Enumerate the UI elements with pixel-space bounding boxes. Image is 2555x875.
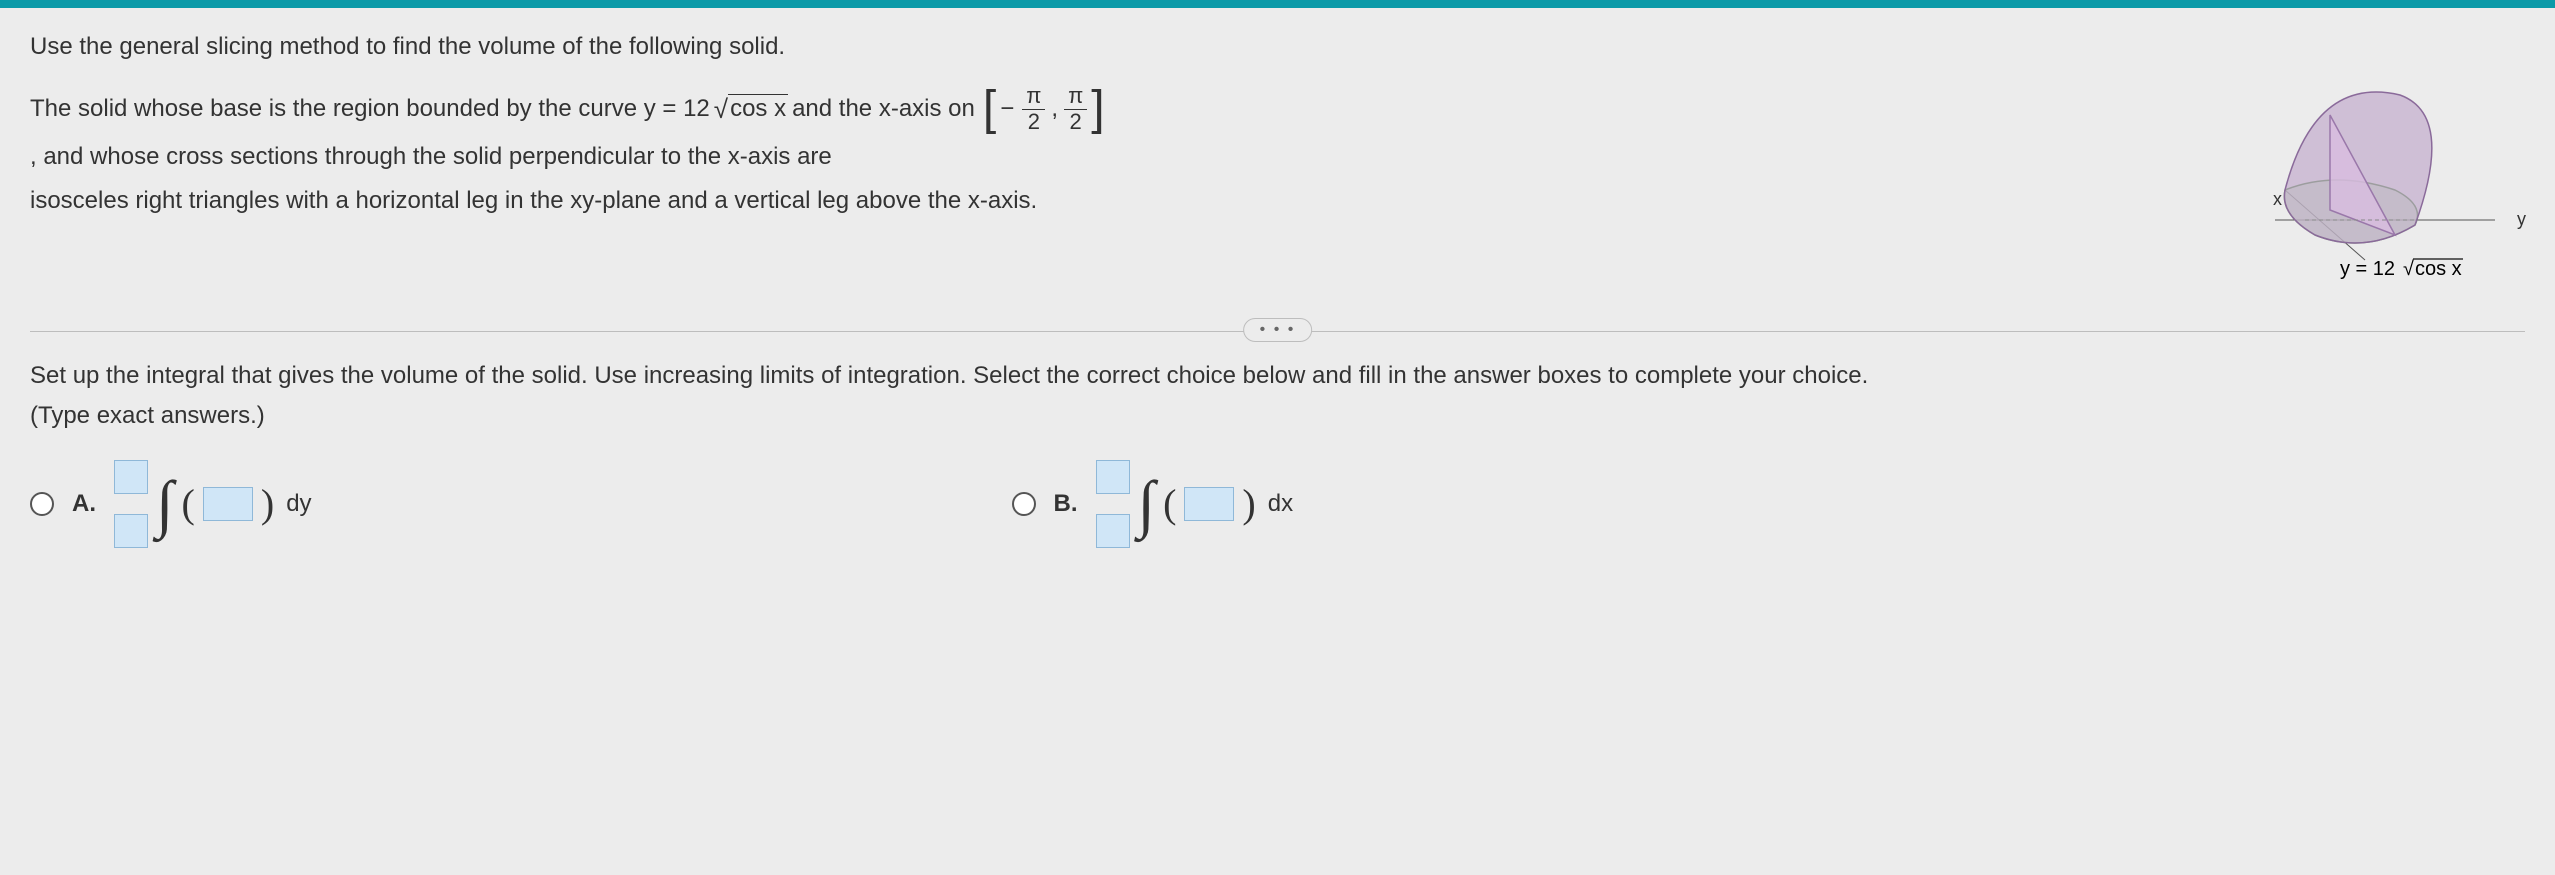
limits-b — [1096, 460, 1130, 548]
integral-sign-a: ∫ — [156, 478, 174, 529]
sqrt-expression: √ cos x — [714, 94, 788, 124]
upper-limit-a-input[interactable] — [114, 460, 148, 494]
instruction-text: Set up the integral that gives the volum… — [30, 362, 2525, 390]
interval-expression: [ − π 2 , π 2 ] — [983, 84, 1105, 133]
problem-intro: Use the general slicing method to find t… — [30, 28, 2525, 66]
curve-label-group: y = 12 √ cos x — [2340, 258, 2463, 280]
left-bracket: [ — [983, 90, 996, 128]
dvar-a: dy — [286, 490, 311, 518]
limits-a — [114, 460, 148, 548]
curve-label-sqrt-arg: cos x — [2415, 258, 2462, 280]
header-accent-bar — [0, 0, 2555, 8]
rparen-a: ) — [261, 480, 274, 527]
lower-limit-b-input[interactable] — [1096, 514, 1130, 548]
choice-a-label: A. — [72, 490, 96, 518]
dvar-b: dx — [1268, 490, 1293, 518]
radio-a[interactable] — [30, 492, 54, 516]
text-before-sqrt: The solid whose base is the region bound… — [30, 90, 710, 128]
text-after-interval: , and whose cross sections through the s… — [30, 138, 832, 176]
choice-b-label: B. — [1054, 490, 1078, 518]
problem-line-3: isosceles right triangles with a horizon… — [30, 182, 2525, 220]
section-divider: • • • — [30, 331, 2525, 332]
divider-ellipsis: • • • — [1243, 318, 1313, 342]
lparen-a: ( — [182, 480, 195, 527]
y-axis-label: y — [2517, 209, 2526, 229]
problem-statement: Use the general slicing method to find t… — [30, 28, 2525, 221]
sqrt-symbol: √ — [714, 96, 728, 122]
problem-line-2: The solid whose base is the region bound… — [30, 84, 1730, 176]
interval-contents: − π 2 , π 2 — [996, 84, 1091, 133]
fraction-lower: π 2 — [1022, 84, 1045, 133]
solid-figure: x y y = 12 √ cos x — [2245, 60, 2535, 280]
rparen-b: ) — [1242, 480, 1255, 527]
integrand-b-input[interactable] — [1184, 487, 1234, 521]
integral-sign-b: ∫ — [1138, 478, 1156, 529]
x-axis-label: x — [2273, 189, 2282, 209]
integral-a: ∫ ( ) dy — [114, 460, 312, 548]
denominator-1: 2 — [1024, 110, 1044, 134]
content-area: Use the general slicing method to find t… — [0, 8, 2555, 548]
lparen-b: ( — [1163, 480, 1176, 527]
right-bracket: ] — [1091, 90, 1104, 128]
curve-label-prefix: y = 12 — [2340, 258, 2395, 280]
answer-choices: A. ∫ ( ) dy B. ∫ ( — [30, 460, 2525, 548]
minus-sign: − — [1000, 90, 1014, 128]
integral-b: ∫ ( ) dx — [1096, 460, 1294, 548]
text-mid-1: and the x-axis on — [792, 90, 975, 128]
upper-limit-b-input[interactable] — [1096, 460, 1130, 494]
choice-b[interactable]: B. ∫ ( ) dx — [1012, 460, 1294, 548]
curve-label-sqrt-sym: √ — [2403, 258, 2414, 280]
radio-b[interactable] — [1012, 492, 1036, 516]
numerator-1: π — [1022, 84, 1045, 109]
sqrt-argument: cos x — [728, 94, 788, 124]
figure-svg: x y y = 12 √ cos x — [2245, 60, 2535, 280]
numerator-2: π — [1064, 84, 1087, 109]
choice-a[interactable]: A. ∫ ( ) dy — [30, 460, 312, 548]
fraction-upper: π 2 — [1064, 84, 1087, 133]
lower-limit-a-input[interactable] — [114, 514, 148, 548]
interval-comma: , — [1051, 90, 1058, 128]
hint-text: (Type exact answers.) — [30, 402, 2525, 430]
denominator-2: 2 — [1066, 110, 1086, 134]
integrand-a-input[interactable] — [203, 487, 253, 521]
